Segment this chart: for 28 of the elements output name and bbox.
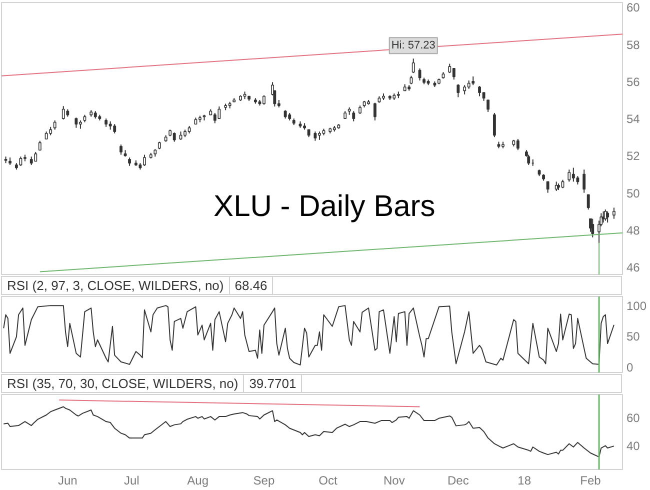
- x-tick-label: Jul: [124, 474, 140, 488]
- y-tick-label: 54: [626, 112, 640, 126]
- y-tick-label: 50: [626, 186, 640, 200]
- y-tick-label: 60: [626, 410, 640, 425]
- y-tick-label: 46: [626, 260, 640, 275]
- y-tick-label: 56: [626, 74, 640, 89]
- chart-title: RSI (35, 70, 30, CLOSE, WILDERS, no): [2, 375, 244, 392]
- chart-title: RSI (2, 97, 3, CLOSE, WILDERS, no): [2, 277, 230, 294]
- chart-subtitle: 68.46: [230, 277, 274, 294]
- y-tick-label: 48: [626, 223, 640, 238]
- y-tick-label: 60: [626, 0, 640, 15]
- x-tick-label: Dec: [448, 474, 469, 488]
- x-tick-label: Sep: [253, 474, 275, 488]
- x-tick-label: Jun: [58, 474, 78, 488]
- x-tick-label: Oct: [318, 474, 338, 488]
- x-tick-label: 18: [518, 474, 532, 488]
- x-tick-label: Feb: [580, 474, 602, 488]
- y-tick-label: 40: [626, 439, 640, 454]
- y-tick-label: 52: [626, 149, 640, 164]
- y-tick-label: 100: [626, 299, 647, 314]
- chart-subtitle: 39.7701: [244, 375, 302, 392]
- annotation: Hi: 57.23: [391, 40, 436, 52]
- y-tick-label: 0: [626, 360, 634, 374]
- y-tick-label: 50: [626, 330, 640, 344]
- x-tick-label: Nov: [383, 474, 405, 488]
- text: XLU - Daily Bars: [214, 190, 436, 223]
- y-tick-label: 58: [626, 38, 640, 52]
- x-tick-label: Aug: [187, 474, 209, 488]
